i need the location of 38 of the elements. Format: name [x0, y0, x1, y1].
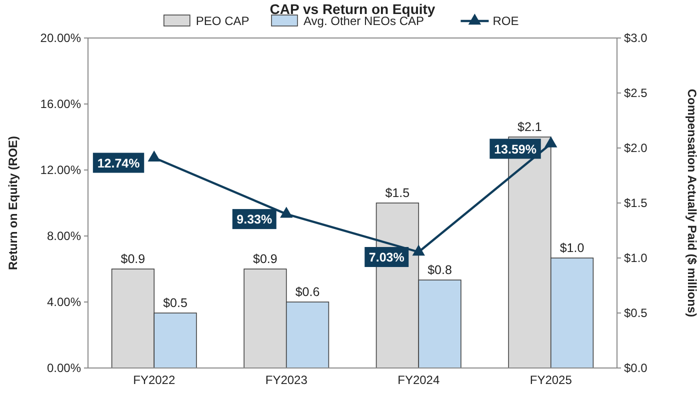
y2-tick-label: $2.0 — [624, 141, 648, 155]
chart-title: CAP vs Return on Equity — [270, 1, 436, 17]
point — [280, 206, 293, 218]
y2-axis-title: Compensation Actually Paid ($ millions) — [685, 88, 699, 318]
y-tick-label: 16.00% — [40, 97, 82, 111]
point — [148, 150, 160, 162]
data-label: $1.0 — [560, 241, 584, 255]
data-label: $0.8 — [428, 263, 452, 277]
y2-tick-label: $0.0 — [624, 361, 648, 375]
legend-label: PEO CAP — [196, 14, 250, 28]
data-label: 13.59% — [494, 142, 536, 156]
y2-tick-label: $1.5 — [624, 196, 648, 210]
y-tick-label: 12.00% — [40, 163, 82, 177]
y-tick-label: 0.00% — [46, 361, 82, 375]
point — [544, 136, 558, 148]
y2-tick-label: $0.5 — [624, 306, 648, 320]
data-label: 7.03% — [368, 250, 404, 265]
y2-tick-label: $2.5 — [624, 86, 648, 100]
data-label: $0.9 — [253, 252, 278, 266]
y-axis-title: Return on Equity (ROE) — [6, 136, 20, 270]
x-tick-label: FY2022 — [133, 373, 176, 387]
data-label: $0.9 — [120, 252, 146, 266]
data-label: $1.5 — [385, 186, 410, 200]
y2-tick-label: $3.0 — [624, 31, 648, 45]
data-label: $0.5 — [163, 296, 188, 310]
y-tick-label: 20.00% — [40, 31, 82, 45]
data-label: 12.74% — [97, 156, 140, 170]
y2-tick-label: $1.0 — [624, 251, 648, 265]
data-label: 9.33% — [236, 212, 272, 227]
x-tick-label: FY2023 — [265, 373, 308, 387]
data-label: $2.1 — [518, 120, 542, 134]
x-tick-label: FY2025 — [530, 373, 572, 387]
x-tick-label: FY2024 — [398, 373, 440, 387]
legend-label: ROE — [492, 14, 519, 28]
point — [412, 244, 425, 256]
y-tick-label: 4.00% — [46, 295, 82, 309]
y-tick-label: 8.00% — [46, 229, 82, 243]
data-label: $0.6 — [295, 285, 320, 299]
